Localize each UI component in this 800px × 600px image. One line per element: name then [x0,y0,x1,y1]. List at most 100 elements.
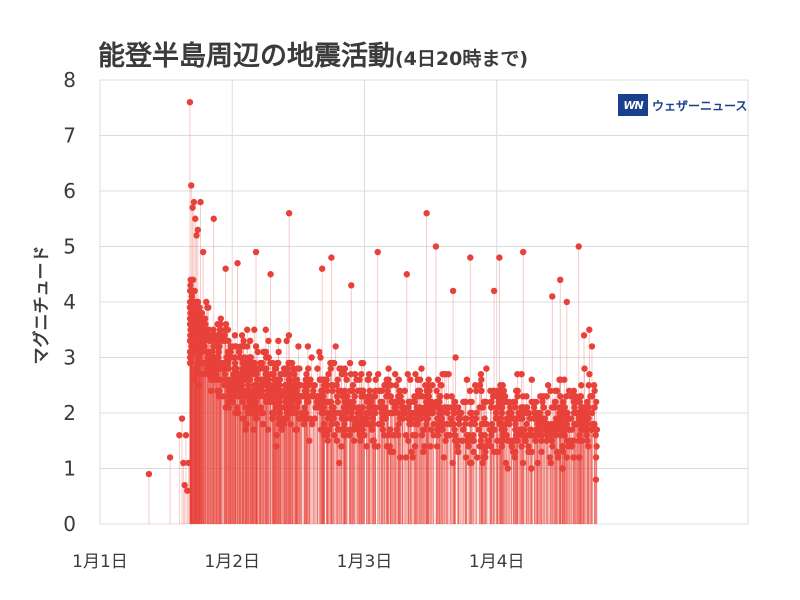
x-axis-ticks: 1月1日 1月2日 1月3日 1月4日 [72,552,524,572]
data-point [581,426,589,433]
data-point [215,332,223,339]
data-point [384,387,391,394]
data-point [356,432,363,439]
data-point [205,332,212,339]
data-point [588,343,596,350]
data-point [285,210,293,217]
data-point [387,426,394,433]
data-point [527,426,534,433]
data-point [576,393,584,400]
data-point [368,398,375,406]
data-point [318,393,325,400]
data-point [564,437,571,444]
data-point [549,443,556,450]
data-point [252,415,260,422]
data-point [374,443,381,450]
data-point [227,376,234,383]
data-point [538,448,545,456]
data-point [513,426,520,433]
data-point [292,409,300,417]
data-point [544,409,552,417]
data-point [430,432,437,439]
data-point [234,393,241,400]
y-axis-ticks: 0 1 2 3 4 5 6 7 8 [63,68,76,536]
data-point [590,382,598,389]
data-point [384,409,392,417]
data-point [273,432,280,439]
data-point [383,443,391,450]
data-point [517,404,525,411]
x-tick-label: 1月3日 [337,552,393,572]
data-point [392,382,400,389]
data-point [560,409,567,417]
data-point [563,454,571,461]
data-point [222,265,229,272]
data-point [303,398,311,406]
data-point [336,409,343,417]
data-point [342,415,350,422]
data-point [260,348,268,356]
data-point [559,432,566,439]
data-point [546,454,554,461]
y-tick-label: 5 [63,235,76,259]
data-point [194,226,202,234]
data-point [419,409,426,417]
data-point [557,276,564,283]
data-point [499,382,506,389]
data-point [488,398,495,406]
data-point [202,321,209,328]
data-point [317,426,325,433]
data-point [529,432,536,439]
data-point [412,370,419,378]
data-point [425,376,432,383]
data-point [490,393,497,400]
data-point [233,365,240,372]
data-point [459,426,467,433]
data-point [332,343,339,350]
data-point [206,337,213,345]
data-point [565,387,573,394]
data-point [263,382,270,389]
data-point [211,337,218,345]
data-point [363,409,370,417]
data-point [197,315,204,322]
data-point [477,437,484,444]
data-point [405,437,412,444]
data-point [392,370,399,378]
data-point [349,382,357,389]
data-point [556,404,563,411]
data-point [257,359,264,367]
data-point [248,404,255,411]
data-point [343,393,350,400]
data-point [592,398,600,406]
data-point [382,415,389,422]
data-point [583,432,591,439]
data-point [285,398,292,406]
data-point [246,376,254,383]
data-point [229,382,236,389]
data-point [587,393,594,400]
data-point [309,393,317,400]
data-point [440,454,448,461]
data-point [551,387,559,394]
data-point [433,415,441,422]
data-point [578,382,585,389]
data-point [204,348,212,356]
data-point [328,359,335,367]
data-point [570,387,578,394]
data-point [442,437,449,444]
data-point [350,404,357,411]
data-point [574,398,582,406]
data-point [333,382,340,389]
data-point [433,426,441,433]
data-point [570,454,577,461]
data-point [401,387,408,394]
data-point [539,398,546,406]
data-point [419,426,427,433]
data-point [186,99,194,106]
data-point [318,387,325,394]
data-point [280,404,288,411]
data-point [304,343,312,350]
data-point [296,382,304,389]
data-point [219,337,227,345]
